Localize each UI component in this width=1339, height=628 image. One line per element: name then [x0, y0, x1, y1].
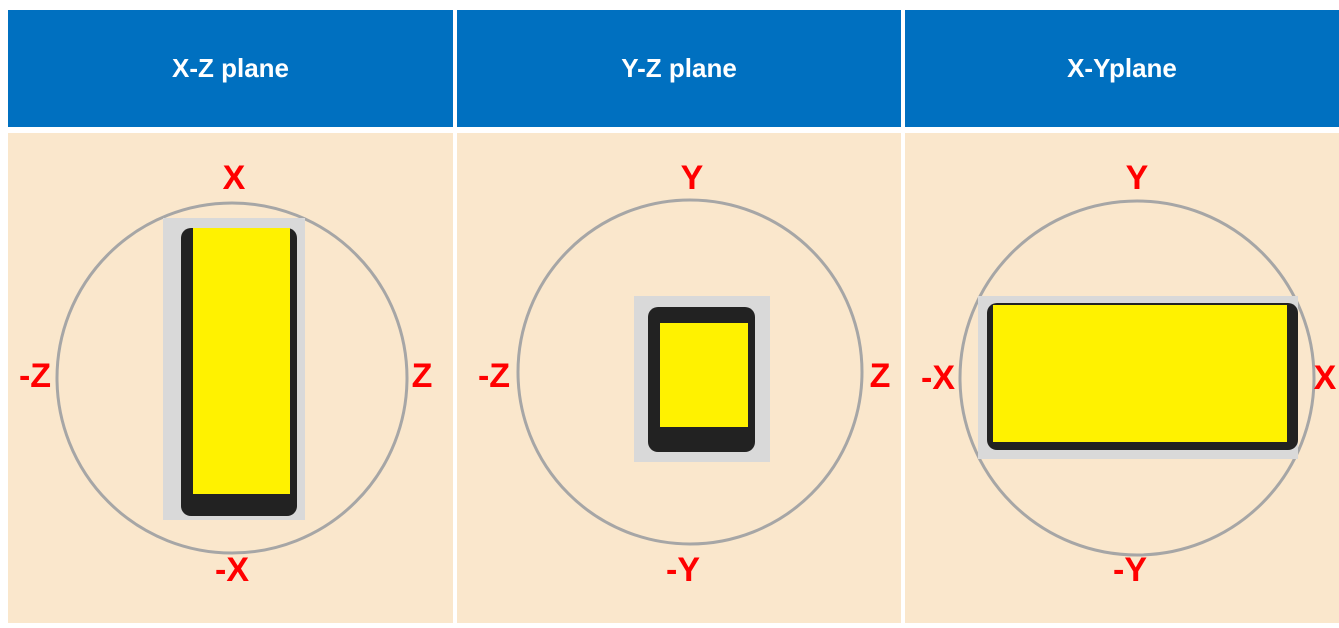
header-text: X-Yplane — [1067, 53, 1177, 83]
axis-label: X — [223, 159, 246, 197]
axis-label: Z — [870, 357, 891, 395]
axis-label: -X — [215, 551, 249, 589]
diagram: X-Z plane X -X -Z Z Y-Z plane Y -Y -Z Z X-Yplane Y -… — [0, 0, 1339, 623]
axis-label: -Z — [19, 357, 51, 395]
axis-label: Z — [412, 357, 433, 395]
axis-label: -Z — [478, 357, 510, 395]
header-text: Y-Z plane — [621, 53, 737, 83]
axis-label: X — [1314, 359, 1337, 397]
axis-label: -X — [921, 359, 955, 397]
label-redaction — [193, 228, 290, 494]
header-text: X-Z plane — [172, 53, 289, 83]
axis-label: Y — [1126, 159, 1149, 197]
axis-label: -Y — [1113, 551, 1147, 589]
label-redaction — [660, 323, 748, 427]
label-redaction — [993, 305, 1287, 442]
axis-label: Y — [681, 159, 704, 197]
axis-label: -Y — [666, 551, 700, 589]
